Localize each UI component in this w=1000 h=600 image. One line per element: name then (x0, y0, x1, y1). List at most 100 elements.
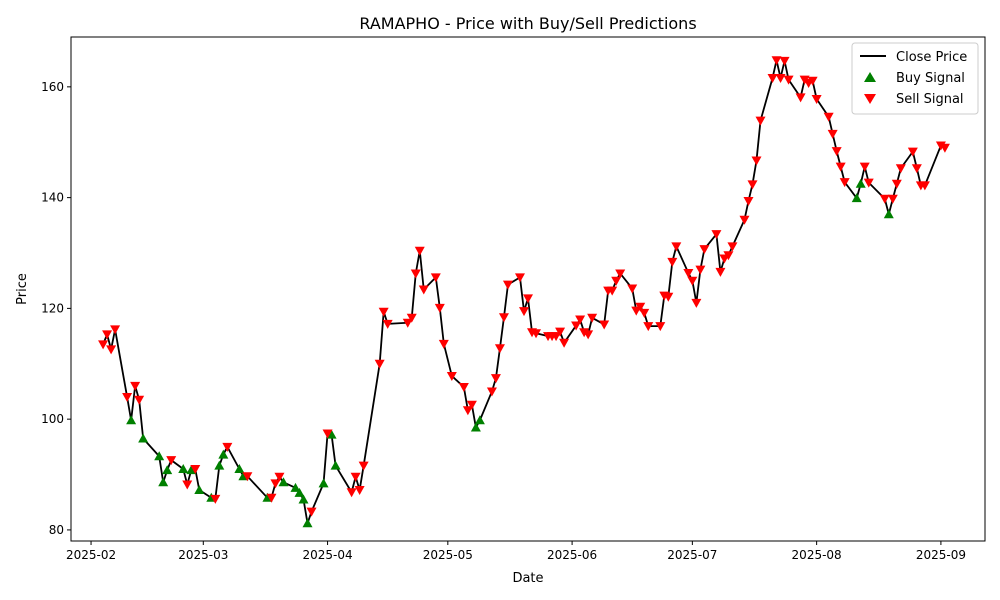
sell-signal-marker (110, 325, 121, 335)
buy-signal-marker (302, 518, 313, 528)
plot-area (98, 56, 950, 528)
buy-signal-marker (194, 485, 205, 495)
sell-signal-marker (350, 472, 361, 482)
buy-signal-marker (186, 465, 197, 475)
y-tick-label: 100 (41, 412, 64, 426)
sell-signal-marker (811, 95, 822, 105)
sell-signal-marker (322, 429, 333, 439)
y-tick-label: 160 (41, 80, 64, 94)
sell-signal-marker (346, 488, 357, 498)
sell-signal-marker (466, 400, 477, 410)
x-tick-label: 2025-05 (423, 548, 473, 562)
sell-signal-marker (683, 268, 694, 278)
sell-signal-marker (410, 269, 421, 279)
sell-signal-marker (166, 456, 177, 466)
y-tick-label: 80 (49, 523, 64, 537)
sell-signal-marker (775, 73, 786, 83)
sell-signal-marker (615, 269, 626, 279)
sell-signal-marker (378, 307, 389, 317)
legend-buy-marker (864, 72, 876, 82)
buy-signal-marker (330, 460, 341, 470)
sell-signal-marker (575, 315, 586, 325)
sell-signal-marker (446, 371, 457, 381)
sell-signal-marker (747, 180, 758, 190)
sell-signal-marker (891, 179, 902, 189)
buy-signal-marker (883, 209, 894, 219)
sell-signal-marker (587, 313, 598, 323)
sell-signal-marker (743, 196, 754, 206)
sell-signal-marker (627, 284, 638, 294)
sell-signal-marker (691, 298, 702, 308)
sell-signal-marker (555, 327, 566, 337)
x-axis: 2025-02 2025-03 2025-04 2025-05 2025-06 2025-… (66, 541, 966, 562)
buy-signal-marker (178, 464, 189, 473)
sell-signal-marker (635, 302, 646, 312)
sell-signal-marker (711, 230, 722, 240)
sell-signal-marker (887, 194, 898, 204)
chart-title: RAMAPHO - Price with Buy/Sell Prediction… (359, 14, 696, 33)
sell-signal-marker (599, 320, 610, 330)
sell-signal-marker (182, 480, 193, 490)
buy-signal-marker (154, 451, 165, 461)
legend-box (851, 42, 979, 115)
sell-signal-marker (514, 273, 525, 283)
sell-signal-marker (939, 143, 950, 153)
sell-signal-marker (663, 292, 674, 302)
sell-signal-marker (879, 194, 890, 204)
x-tick-label: 2025-04 (302, 548, 352, 562)
buy-signal-marker (126, 415, 137, 425)
sell-signal-marker (374, 359, 385, 369)
sell-signal-marker (583, 330, 594, 340)
sell-signal-marker (122, 393, 133, 402)
sell-signal-marker (523, 294, 533, 304)
buy-signal-marker (278, 477, 289, 487)
sell-signal-marker (102, 330, 113, 340)
sell-signal-marker (639, 308, 650, 318)
sell-signal-marker (106, 345, 117, 355)
y-axis: 80 100 120 140 160 (41, 80, 71, 537)
sell-signal-marker (98, 340, 109, 350)
buy-signal-marker (318, 478, 329, 488)
sell-signal-marker (406, 313, 417, 323)
sell-signal-marker (486, 387, 497, 397)
sell-signal-marker (274, 472, 285, 482)
sell-signal-marker (695, 265, 706, 275)
y-tick-label: 120 (41, 301, 64, 315)
legend-label-close-price: Close Price (896, 50, 967, 65)
buy-signal-marker (474, 415, 485, 425)
sell-signal-marker (458, 383, 469, 393)
x-tick-label: 2025-07 (667, 548, 717, 562)
sell-signal-marker (715, 267, 726, 277)
buy-signal-marker (855, 178, 866, 188)
buy-signal-marker (290, 482, 301, 492)
buy-signal-marker (294, 487, 305, 497)
legend-sell-marker (864, 94, 876, 104)
x-tick-label: 2025-03 (178, 548, 228, 562)
sell-signal-marker (490, 374, 501, 384)
sell-signal-marker (531, 329, 542, 339)
sell-signal-marker (418, 285, 429, 295)
sell-signal-marker (767, 73, 778, 83)
legend: Close Price Buy Signal Sell Signal (851, 42, 979, 115)
sell-signal-marker (462, 406, 473, 416)
legend-label-buy-signal: Buy Signal (896, 71, 965, 86)
buy-signal-marker (851, 193, 862, 203)
sell-signal-marker (827, 129, 838, 139)
sell-signal-marker (911, 164, 922, 174)
x-tick-label: 2025-06 (547, 548, 597, 562)
x-tick-label: 2025-08 (792, 548, 842, 562)
sell-signal-marker (130, 381, 141, 391)
sell-signal-marker (895, 164, 906, 174)
sell-signal-marker (358, 461, 369, 471)
sell-signal-marker (518, 307, 529, 317)
sell-signal-marker (134, 395, 145, 405)
sell-signal-marker (839, 178, 850, 188)
sell-signal-marker (210, 494, 221, 504)
buy-signal-marker (326, 429, 337, 439)
sell-signal-marker (222, 442, 233, 452)
sell-signal-marker (551, 332, 562, 342)
sell-signal-marker (438, 339, 449, 349)
sell-signal-marker (430, 273, 441, 283)
buy-signal-marker (138, 433, 149, 443)
sell-signal-marker (907, 147, 918, 157)
